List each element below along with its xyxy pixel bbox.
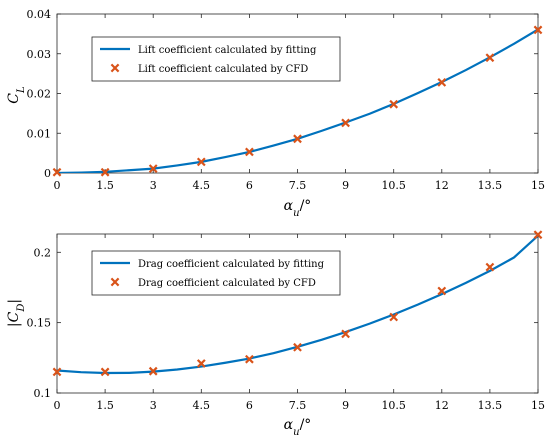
- data-point: [533, 230, 543, 240]
- data-point: [293, 342, 302, 352]
- data-point: [485, 262, 495, 272]
- data-point: [485, 53, 495, 63]
- legend-entry-label: Drag coefficient calculated by fitting: [138, 259, 325, 270]
- x-tick-label: 9: [342, 179, 349, 192]
- x-tick-label: 15: [531, 399, 545, 412]
- y-tick-label: 0.03: [27, 48, 52, 61]
- x-tick-label: 9: [342, 399, 349, 412]
- legend-entry-label: Lift coefficient calculated by CFD: [138, 64, 308, 75]
- legend-marker-swatch: [110, 277, 120, 287]
- x-tick-label: 4.5: [193, 179, 211, 192]
- y-tick-label: 0.15: [27, 317, 52, 330]
- x-tick-label: 7.5: [289, 179, 307, 192]
- data-point: [52, 367, 62, 377]
- x-tick-label: 10.5: [381, 179, 406, 192]
- chart-panel-2: 0 1.5 3 4.5 6 7.5 9 10.5 12 13.5 15 0.1 0.15 0.2 αu/° |…: [6, 230, 545, 438]
- data-point: [389, 312, 399, 322]
- y-tick-label: 0.04: [27, 8, 52, 21]
- x-tick-label: 1.5: [96, 399, 114, 412]
- x-tick-label: 15: [531, 179, 545, 192]
- y-tick-label: 0.1: [34, 387, 52, 400]
- x-tick-label: 10.5: [381, 399, 406, 412]
- x-axis-label: αu/°: [284, 198, 312, 219]
- x-tick-label: 6: [246, 399, 253, 412]
- data-point: [437, 77, 447, 87]
- x-tick-label: 13.5: [478, 399, 503, 412]
- legend: Lift coefficient calculated by fitting Li…: [91, 36, 341, 82]
- data-point: [437, 286, 447, 296]
- legend-entry-label: Drag coefficient calculated by CFD: [138, 278, 316, 289]
- x-tick-label: 1.5: [96, 179, 114, 192]
- x-tick-label: 12: [435, 179, 449, 192]
- data-point: [196, 359, 206, 368]
- data-point: [148, 366, 158, 376]
- data-point: [293, 134, 302, 144]
- x-tick-label: 3: [150, 399, 157, 412]
- data-point: [533, 25, 543, 35]
- data-point: [341, 329, 350, 339]
- data-point: [389, 99, 399, 109]
- x-tick-label: 0: [54, 179, 61, 192]
- x-tick-label: 0: [54, 399, 61, 412]
- y-axis-label: CL: [6, 86, 27, 104]
- legend-marker-swatch: [110, 63, 120, 73]
- x-tick-label: 12: [435, 399, 449, 412]
- x-tick-label: 3: [150, 179, 157, 192]
- data-point: [245, 147, 254, 157]
- data-point: [196, 157, 206, 167]
- data-point: [341, 118, 350, 128]
- x-tick-label: 4.5: [193, 399, 211, 412]
- y-tick-label: 0.02: [27, 88, 52, 101]
- x-tick-label: 13.5: [478, 179, 503, 192]
- data-point: [100, 367, 110, 377]
- y-tick-label: 0: [44, 167, 51, 180]
- data-point: [245, 354, 254, 364]
- legend: Drag coefficient calculated by fitting Dr…: [91, 250, 341, 296]
- data-point: [52, 167, 62, 177]
- legend-box: [91, 36, 341, 82]
- x-tick-label: 6: [246, 179, 253, 192]
- x-tick-label: 7.5: [289, 399, 307, 412]
- y-tick-label: 0.01: [27, 127, 52, 140]
- y-axis-label: |CD|: [6, 299, 27, 327]
- x-axis-label: αu/°: [284, 417, 312, 438]
- chart-panel-1: 0 1.5 3 4.5 6 7.5 9 10.5 12 13.5 15 0 0.01 0.02 0.03 0.…: [6, 8, 545, 219]
- legend-box: [91, 250, 341, 296]
- data-point: [148, 164, 158, 174]
- y-tick-label: 0.2: [34, 246, 52, 259]
- data-point: [100, 167, 110, 177]
- legend-entry-label: Lift coefficient calculated by fitting: [138, 45, 317, 56]
